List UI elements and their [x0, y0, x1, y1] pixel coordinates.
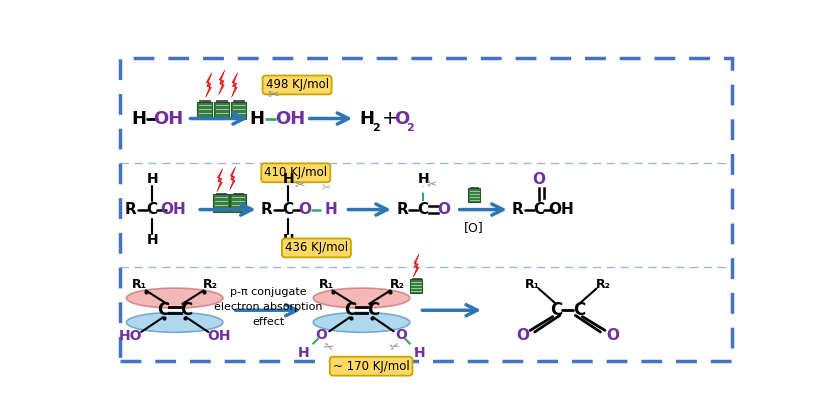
- FancyBboxPatch shape: [120, 58, 732, 361]
- Text: O: O: [396, 328, 407, 342]
- Text: p-π conjugate: p-π conjugate: [230, 287, 307, 297]
- Polygon shape: [206, 73, 212, 97]
- Text: R: R: [396, 202, 408, 217]
- Ellipse shape: [313, 312, 410, 332]
- Text: ✂: ✂: [295, 179, 306, 192]
- Text: O: O: [606, 328, 619, 343]
- Bar: [231, 102, 246, 120]
- Text: C: C: [157, 301, 170, 319]
- Bar: [197, 102, 213, 120]
- Text: O: O: [516, 328, 529, 343]
- Polygon shape: [230, 167, 235, 190]
- Bar: [410, 279, 422, 293]
- Text: H: H: [283, 172, 294, 186]
- Text: ✂: ✂: [388, 339, 402, 354]
- Text: H: H: [283, 233, 294, 247]
- Text: C: C: [550, 301, 562, 319]
- Text: C: C: [534, 202, 545, 217]
- Text: effect: effect: [252, 317, 284, 327]
- Text: R₂: R₂: [203, 278, 218, 290]
- Text: OH: OH: [208, 329, 231, 343]
- Text: ~ 170 KJ/mol: ~ 170 KJ/mol: [332, 360, 410, 373]
- Ellipse shape: [313, 288, 410, 308]
- Text: +: +: [382, 109, 399, 128]
- Text: [O]: [O]: [465, 221, 484, 234]
- Text: 2: 2: [371, 123, 380, 133]
- Text: H: H: [297, 346, 309, 360]
- Text: R₂: R₂: [596, 278, 611, 290]
- Text: R₁: R₁: [524, 278, 539, 290]
- Polygon shape: [219, 70, 225, 95]
- Polygon shape: [413, 254, 419, 277]
- Text: O: O: [298, 202, 312, 217]
- Text: OH: OH: [153, 110, 184, 127]
- Text: H: H: [417, 172, 429, 186]
- Ellipse shape: [126, 288, 223, 308]
- Text: R₁: R₁: [132, 278, 147, 290]
- Text: C: C: [344, 301, 356, 319]
- Text: HO: HO: [119, 329, 142, 343]
- Text: O: O: [316, 328, 327, 342]
- Text: OH: OH: [160, 202, 185, 217]
- Text: 2: 2: [406, 123, 415, 133]
- Text: 436 KJ/mol: 436 KJ/mol: [285, 242, 348, 254]
- Polygon shape: [232, 73, 238, 97]
- Text: H: H: [325, 202, 337, 217]
- Text: R₂: R₂: [390, 278, 405, 290]
- Text: C: C: [146, 202, 158, 217]
- Text: H: H: [359, 110, 374, 127]
- Text: H: H: [249, 110, 264, 127]
- Bar: [214, 102, 229, 120]
- Text: ✂: ✂: [322, 184, 331, 194]
- Bar: [234, 100, 244, 102]
- Bar: [214, 194, 229, 212]
- Text: OH: OH: [548, 202, 574, 217]
- Text: C: C: [418, 202, 429, 217]
- Text: 498 KJ/mol: 498 KJ/mol: [266, 78, 328, 91]
- Text: C: C: [180, 301, 193, 319]
- Bar: [233, 193, 243, 194]
- Text: H: H: [146, 172, 158, 186]
- Text: R: R: [512, 202, 524, 217]
- Bar: [215, 193, 226, 194]
- Polygon shape: [217, 168, 223, 192]
- Text: O: O: [437, 202, 450, 217]
- Bar: [230, 194, 246, 212]
- Text: OH: OH: [276, 110, 306, 127]
- Text: C: C: [367, 301, 379, 319]
- Bar: [199, 100, 210, 102]
- Text: C: C: [573, 301, 585, 319]
- Text: electron absorption: electron absorption: [214, 302, 322, 312]
- Text: H: H: [132, 110, 147, 127]
- Text: 410 KJ/mol: 410 KJ/mol: [264, 166, 327, 179]
- Text: O: O: [533, 172, 546, 187]
- Text: R₁: R₁: [318, 278, 333, 290]
- Text: R: R: [125, 202, 137, 217]
- Bar: [470, 187, 479, 188]
- Text: H: H: [414, 346, 425, 360]
- Ellipse shape: [126, 312, 223, 332]
- Text: ✂: ✂: [321, 339, 335, 354]
- Text: R: R: [261, 202, 273, 217]
- Text: ✂: ✂: [268, 88, 279, 102]
- Bar: [216, 100, 227, 102]
- Bar: [469, 188, 480, 202]
- Text: C: C: [283, 202, 293, 217]
- Bar: [412, 278, 420, 279]
- Text: H: H: [146, 233, 158, 247]
- Text: O: O: [394, 110, 409, 127]
- Text: ✂: ✂: [426, 178, 436, 190]
